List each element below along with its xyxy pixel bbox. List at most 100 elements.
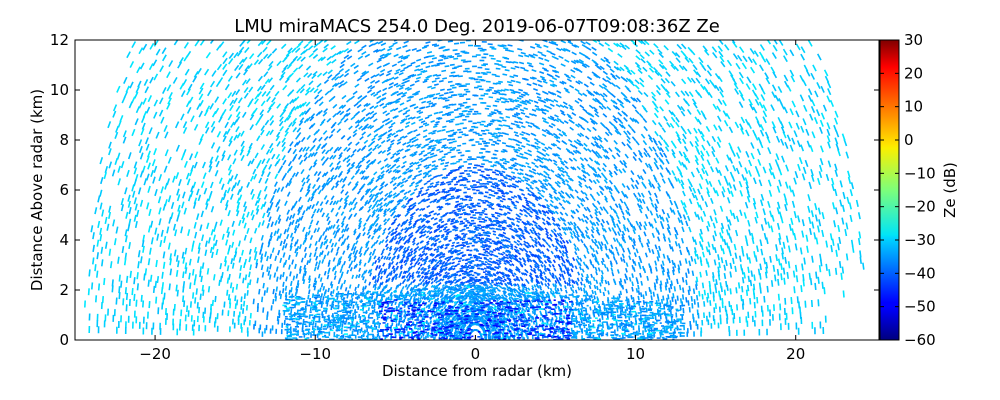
reflectivity-cell xyxy=(652,67,659,73)
reflectivity-cell xyxy=(739,190,744,197)
reflectivity-cell xyxy=(457,151,462,154)
reflectivity-cell xyxy=(543,266,547,271)
reflectivity-cell xyxy=(703,301,706,307)
reflectivity-cell xyxy=(531,238,535,242)
reflectivity-cell xyxy=(769,210,773,218)
reflectivity-cell xyxy=(510,196,515,199)
reflectivity-cell xyxy=(616,251,620,256)
reflectivity-cell xyxy=(815,237,819,245)
reflectivity-cell xyxy=(497,288,501,292)
reflectivity-cell xyxy=(455,226,459,230)
reflectivity-cell xyxy=(746,195,751,203)
reflectivity-cell xyxy=(610,249,614,255)
reflectivity-cell xyxy=(511,164,516,168)
reflectivity-cell xyxy=(627,247,631,253)
reflectivity-cell xyxy=(534,243,538,248)
reflectivity-cell xyxy=(697,118,702,125)
reflectivity-cell xyxy=(486,262,491,266)
reflectivity-cell xyxy=(531,202,536,206)
reflectivity-cell xyxy=(619,66,625,72)
reflectivity-cell xyxy=(537,203,542,207)
reflectivity-cell xyxy=(549,290,553,295)
reflectivity-cell xyxy=(428,102,434,105)
reflectivity-cell xyxy=(650,202,655,208)
reflectivity-cell xyxy=(602,162,607,168)
reflectivity-cell xyxy=(441,188,446,191)
reflectivity-cell xyxy=(597,173,602,179)
reflectivity-cell xyxy=(515,277,519,282)
reflectivity-cell xyxy=(551,210,556,215)
reflectivity-cell xyxy=(541,243,546,248)
reflectivity-cell xyxy=(554,288,557,292)
reflectivity-cell xyxy=(560,40,567,44)
reflectivity-cell xyxy=(495,75,500,78)
reflectivity-cell xyxy=(524,286,528,290)
reflectivity-cell xyxy=(521,284,525,288)
reflectivity-cell xyxy=(547,176,552,180)
reflectivity-cell xyxy=(826,128,831,136)
reflectivity-cell xyxy=(528,322,531,326)
reflectivity-cell xyxy=(702,45,708,52)
reflectivity-cell xyxy=(506,205,511,208)
reflectivity-cell xyxy=(552,159,558,164)
reflectivity-cell xyxy=(780,138,785,146)
reflectivity-cell xyxy=(589,81,595,86)
reflectivity-cell xyxy=(556,146,562,151)
reflectivity-cell xyxy=(496,187,501,190)
reflectivity-cell xyxy=(646,275,649,281)
reflectivity-cell xyxy=(546,291,550,296)
reflectivity-cell xyxy=(575,208,580,213)
reflectivity-cell xyxy=(495,91,501,94)
reflectivity-cell xyxy=(653,282,657,288)
reflectivity-cell xyxy=(495,293,499,297)
reflectivity-cell xyxy=(493,290,497,293)
reflectivity-cell xyxy=(722,99,727,107)
reflectivity-cell xyxy=(727,246,731,253)
reflectivity-cell xyxy=(574,280,578,285)
reflectivity-cell xyxy=(494,247,499,251)
reflectivity-cell xyxy=(585,276,589,281)
reflectivity-cell xyxy=(509,245,514,249)
reflectivity-cell xyxy=(635,248,639,254)
reflectivity-cell xyxy=(515,312,518,316)
reflectivity-cell xyxy=(576,203,581,209)
reflectivity-cell xyxy=(450,162,455,165)
reflectivity-cell xyxy=(578,180,583,185)
reflectivity-cell xyxy=(505,301,508,305)
reflectivity-cell xyxy=(648,263,651,269)
reflectivity-cell xyxy=(496,183,500,186)
reflectivity-cell xyxy=(490,302,494,306)
reflectivity-cell xyxy=(621,236,625,242)
reflectivity-cell xyxy=(457,209,462,213)
reflectivity-cell xyxy=(461,232,465,235)
reflectivity-cell xyxy=(774,159,779,167)
reflectivity-cell xyxy=(501,101,506,104)
reflectivity-cell xyxy=(519,276,523,280)
reflectivity-cell xyxy=(758,83,764,91)
reflectivity-cell xyxy=(636,97,642,103)
reflectivity-cell xyxy=(666,268,670,274)
reflectivity-cell xyxy=(600,274,604,280)
reflectivity-cell xyxy=(784,203,788,212)
reflectivity-cell xyxy=(574,99,580,104)
reflectivity-cell xyxy=(508,322,511,326)
reflectivity-cell xyxy=(525,278,529,283)
reflectivity-cell xyxy=(580,202,585,207)
reflectivity-cell xyxy=(749,279,753,287)
reflectivity-cell xyxy=(673,65,680,72)
reflectivity-cell xyxy=(448,141,453,144)
reflectivity-cell xyxy=(511,157,516,161)
reflectivity-cell xyxy=(443,92,449,95)
reflectivity-cell xyxy=(492,140,497,143)
reflectivity-cell xyxy=(535,321,538,325)
reflectivity-cell xyxy=(513,311,516,315)
reflectivity-cell xyxy=(591,289,594,295)
reflectivity-cell xyxy=(531,226,536,231)
reflectivity-cell xyxy=(506,224,510,228)
reflectivity-cell xyxy=(517,305,521,309)
reflectivity-cell xyxy=(623,163,628,169)
reflectivity-cell xyxy=(622,168,627,173)
reflectivity-cell xyxy=(586,273,590,279)
reflectivity-cell xyxy=(491,190,495,193)
reflectivity-cell xyxy=(706,225,710,232)
